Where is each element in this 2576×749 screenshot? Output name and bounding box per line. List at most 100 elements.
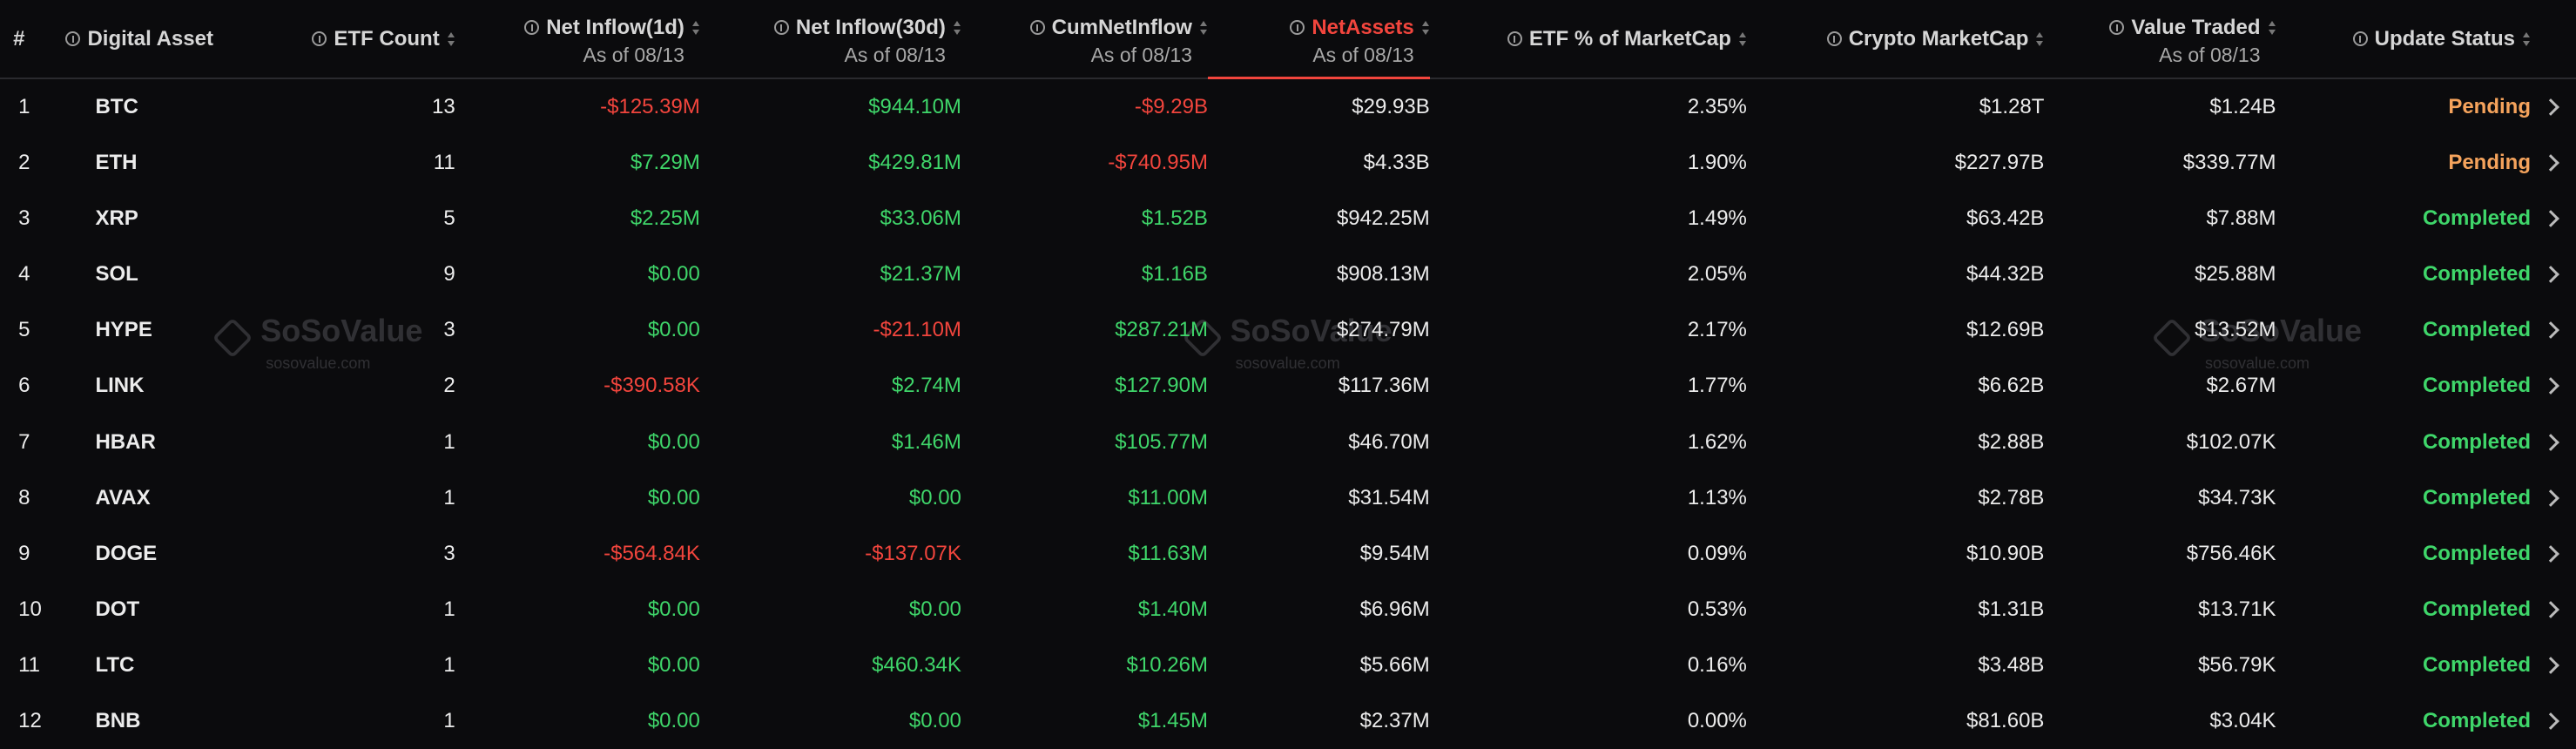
cum-net-inflow: $105.77M <box>1115 429 1208 454</box>
net-inflow-30d: -$137.07K <box>865 541 961 565</box>
cum-net-inflow: $287.21M <box>1115 318 1208 342</box>
rank: 6 <box>18 374 30 398</box>
sort-icon[interactable] <box>1738 31 1747 47</box>
net-inflow-1d: $0.00 <box>647 262 700 287</box>
row-chevron[interactable] <box>2542 321 2559 340</box>
header-label: # <box>13 27 25 51</box>
column-header[interactable]: ETF % of MarketCap <box>1507 29 1747 50</box>
value-traded: $56.79K <box>2198 653 2276 678</box>
row-chevron[interactable] <box>2542 98 2559 116</box>
net-inflow-1d: -$390.58K <box>604 374 700 398</box>
etf-count: 3 <box>443 541 455 565</box>
net-inflow-1d: -$564.84K <box>604 541 700 565</box>
rank: 8 <box>18 485 30 509</box>
row-chevron[interactable] <box>2542 712 2559 731</box>
cum-net-inflow: $11.00M <box>1128 485 1208 509</box>
row-chevron[interactable] <box>2542 601 2559 618</box>
sort-icon[interactable] <box>953 20 961 36</box>
etf-pct-marketcap: 2.35% <box>1687 94 1747 118</box>
update-status: Pending <box>2448 94 2531 118</box>
info-icon <box>773 20 789 35</box>
watermark-site: sosovalue.com <box>266 354 371 372</box>
value-traded: $7.88M <box>2206 206 2276 230</box>
column-header[interactable]: ETF Count <box>312 29 455 50</box>
net-inflow-1d: $0.00 <box>647 597 700 622</box>
watermark-site: sosovalue.com <box>2204 354 2310 372</box>
value-traded: $339.77M <box>2182 150 2276 174</box>
etf-pct-marketcap: 1.13% <box>1687 485 1747 509</box>
update-status: Completed <box>2422 485 2531 509</box>
asset: XRP <box>95 206 138 230</box>
header-subtitle: As of 08/13 <box>2159 44 2261 66</box>
crypto-marketcap: $44.32B <box>1966 262 2045 287</box>
crypto-marketcap: $2.78B <box>1978 485 2045 509</box>
column-header[interactable]: Update Status <box>2352 29 2531 50</box>
net-assets: $46.70M <box>1348 429 1430 454</box>
column-header[interactable]: NetAssets As of 08/13 <box>1290 17 1429 65</box>
column-header[interactable]: Value Traded As of 08/13 <box>2109 17 2276 65</box>
net-inflow-30d: $1.46M <box>891 429 961 454</box>
cum-net-inflow: $127.90M <box>1115 374 1208 398</box>
cum-net-inflow: $11.63M <box>1128 541 1208 565</box>
header-label: Digital Asset <box>87 27 213 51</box>
row-chevron[interactable] <box>2542 210 2559 227</box>
net-inflow-1d: $0.00 <box>647 318 700 342</box>
rank: 12 <box>18 709 42 733</box>
sort-icon[interactable] <box>1421 20 1430 36</box>
crypto-marketcap: $12.69B <box>1966 318 2045 342</box>
header-label: ETF Count <box>334 27 440 51</box>
net-assets: $908.13M <box>1336 262 1430 287</box>
sort-icon[interactable] <box>2268 20 2276 36</box>
update-status: Completed <box>2422 318 2531 342</box>
value-traded: $25.88M <box>2195 262 2276 287</box>
net-assets: $9.54M <box>1359 541 1430 565</box>
update-status: Completed <box>2422 262 2531 287</box>
etf-pct-marketcap: 1.90% <box>1687 150 1747 174</box>
row-chevron[interactable] <box>2542 433 2559 451</box>
header-subtitle: As of 08/13 <box>844 44 946 66</box>
column-header[interactable]: CumNetInflow As of 08/13 <box>1029 17 1208 65</box>
sort-icon[interactable] <box>2522 31 2531 47</box>
row-chevron[interactable] <box>2542 657 2559 675</box>
etf-count: 11 <box>433 150 455 174</box>
watermark-site: sosovalue.com <box>1235 354 1340 372</box>
etf-pct-marketcap: 2.05% <box>1687 262 1747 287</box>
net-inflow-30d: $0.00 <box>908 709 961 733</box>
net-inflow-30d: $33.06M <box>880 206 961 230</box>
crypto-marketcap: $1.28T <box>1979 94 2045 118</box>
net-inflow-30d: $21.37M <box>880 262 961 287</box>
net-assets: $5.66M <box>1359 653 1430 678</box>
etf-pct-marketcap: 0.53% <box>1687 597 1747 622</box>
asset: LINK <box>95 374 145 398</box>
asset: DOGE <box>95 541 158 565</box>
net-inflow-1d: $0.00 <box>647 485 700 509</box>
sort-icon[interactable] <box>2035 31 2044 47</box>
row-chevron[interactable] <box>2542 377 2559 395</box>
row-chevron[interactable] <box>2542 266 2559 284</box>
row-chevron[interactable] <box>2542 545 2559 563</box>
watermark: SoSoValue sosovalue.com <box>212 315 422 372</box>
value-traded: $2.67M <box>2206 374 2276 398</box>
info-icon <box>2352 31 2368 46</box>
info-icon <box>1507 31 1522 46</box>
column-header[interactable]: Net Inflow(30d) As of 08/13 <box>773 17 961 66</box>
column-header[interactable]: Crypto MarketCap <box>1826 29 2045 50</box>
etf-count: 13 <box>432 94 455 118</box>
rank: 3 <box>18 206 30 230</box>
row-chevron[interactable] <box>2542 489 2559 507</box>
sort-icon[interactable] <box>447 31 455 47</box>
value-traded: $102.07K <box>2186 429 2276 454</box>
sort-icon[interactable] <box>1199 20 1208 36</box>
net-inflow-30d: $460.34K <box>872 653 961 678</box>
info-icon <box>2109 20 2125 35</box>
sort-icon[interactable] <box>691 20 700 36</box>
asset: DOT <box>95 597 140 622</box>
row-chevron[interactable] <box>2542 153 2559 172</box>
watermark-brand: SoSoValue <box>1230 313 1393 348</box>
update-status: Completed <box>2422 206 2531 230</box>
value-traded: $34.73K <box>2198 485 2276 509</box>
crypto-marketcap: $2.88B <box>1978 429 2045 454</box>
header-subtitle: As of 08/13 <box>1312 44 1414 66</box>
column-header[interactable]: Net Inflow(1d) As of 08/13 <box>524 17 700 65</box>
value-traded: $756.46K <box>2186 541 2276 565</box>
